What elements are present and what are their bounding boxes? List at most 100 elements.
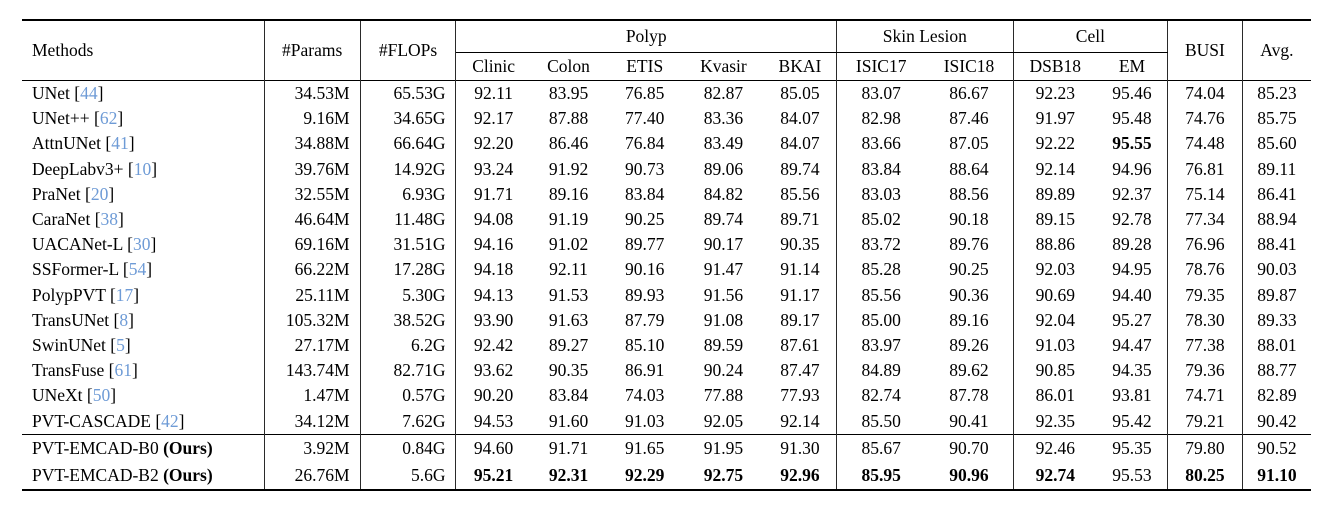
value-cell: 85.23 (1257, 83, 1297, 104)
method-name: AttnUNet (32, 133, 102, 154)
value-cell: 94.53 (473, 410, 514, 431)
method-cell: UNet++ [62] (22, 106, 265, 132)
value-cell: 83.07 (861, 83, 901, 104)
citation-link[interactable]: 50 (92, 385, 111, 406)
citation-link[interactable]: 54 (128, 259, 147, 280)
value-cell: 92.05 (703, 410, 744, 431)
method-cell: UNet [44] (22, 80, 265, 107)
value-cell: 95.42 (1096, 408, 1169, 435)
value-cell: 89.74 (763, 156, 838, 182)
method-name: TransFuse (32, 360, 105, 381)
value-cell: 85.67 (861, 437, 901, 458)
value-cell: 87.78 (925, 383, 1014, 409)
value-cell: 87.88 (548, 108, 589, 129)
column-header-bkai: BKAI (763, 52, 838, 81)
value-cell: 91.19 (548, 209, 589, 230)
value-cell: 74.48 (1167, 131, 1243, 157)
group-header-skin-lesion: Skin Lesion (836, 20, 1014, 53)
citation-link[interactable]: 8 (119, 309, 129, 330)
value-cell: 86.91 (625, 360, 665, 381)
table-row: SwinUNet [5] 27.17M 6.2G 92.42 89.27 85.10 89.… (22, 332, 1311, 359)
value-cell: 92.42 (473, 334, 514, 355)
citation-link[interactable]: 5 (116, 334, 125, 355)
value-cell: 91.30 (763, 434, 838, 462)
table-row: UNet [44] 34.53M 65.53G 92.11 83.95 76.85 82.8… (22, 80, 1311, 107)
value-cell: 89.28 (1096, 232, 1169, 258)
table-row: UACANet-L [30] 69.16M 31.51G 94.16 91.02 89.7… (22, 232, 1311, 258)
citation-link[interactable]: 41 (111, 133, 129, 154)
value-cell: 79.21 (1167, 408, 1243, 435)
citation-link[interactable]: 30 (132, 234, 151, 255)
table-row: UNeXt [50] 1.47M 0.57G 90.20 83.84 74.03 77.88… (22, 383, 1311, 409)
value-cell: 90.17 (703, 234, 744, 255)
value-cell: 34.88M (264, 131, 361, 157)
value-cell: 85.10 (625, 334, 665, 355)
value-cell: 92.74 (1035, 464, 1075, 485)
value-cell: 92.31 (548, 464, 589, 485)
method-cell: UACANet-L [30] (22, 232, 265, 258)
method-cell: PolypPVT [17] (22, 282, 265, 308)
table-row: PraNet [20] 32.55M 6.93G 91.71 89.16 83.84 84.… (22, 181, 1311, 207)
value-cell: 92.20 (473, 133, 514, 154)
value-cell: 92.11 (474, 83, 513, 104)
value-cell: 78.76 (1167, 257, 1243, 283)
value-cell: 83.84 (861, 158, 901, 179)
value-cell: 91.60 (548, 410, 589, 431)
value-cell: 38.52G (360, 307, 457, 333)
value-cell: 91.97 (1035, 108, 1075, 129)
value-cell: 89.27 (548, 334, 589, 355)
value-cell: 91.14 (763, 257, 838, 283)
citation-link[interactable]: 38 (100, 209, 119, 230)
value-cell: 66.22M (264, 257, 361, 283)
value-cell: 32.55M (264, 181, 361, 207)
value-cell: 92.46 (1035, 437, 1075, 458)
value-cell: 95.53 (1096, 461, 1169, 490)
value-cell: 82.74 (861, 385, 901, 406)
value-cell: 91.95 (703, 437, 744, 458)
value-cell: 5.6G (360, 461, 457, 490)
citation-link[interactable]: 10 (133, 158, 152, 179)
citation-link[interactable]: 61 (114, 360, 133, 381)
value-cell: 95.21 (473, 464, 514, 485)
ours-label: (Ours) (158, 437, 213, 458)
value-cell: 89.33 (1257, 309, 1297, 330)
value-cell: 94.96 (1096, 156, 1169, 182)
value-cell: 86.67 (925, 80, 1014, 107)
value-cell: 89.59 (703, 334, 744, 355)
value-cell: 76.96 (1167, 232, 1243, 258)
citation-link[interactable]: 17 (115, 284, 134, 305)
value-cell: 87.79 (625, 309, 665, 330)
citation-link[interactable]: 62 (99, 108, 118, 129)
value-cell: 74.76 (1167, 106, 1243, 132)
citation-link[interactable]: 20 (90, 183, 109, 204)
value-cell: 143.74M (264, 358, 361, 384)
value-cell: 92.11 (549, 259, 588, 280)
value-cell: 87.05 (925, 131, 1014, 157)
baseline-rows: UNet [44] 34.53M 65.53G 92.11 83.95 76.85 82.8… (22, 80, 1311, 435)
citation-link[interactable]: 42 (161, 410, 179, 431)
value-cell: 65.53G (360, 80, 457, 107)
value-cell: 77.88 (703, 385, 744, 406)
value-cell: 94.18 (473, 259, 514, 280)
value-cell: 95.46 (1096, 80, 1169, 107)
value-cell: 89.11 (1257, 158, 1297, 179)
value-cell: 91.63 (548, 309, 589, 330)
value-cell: 82.71G (360, 358, 457, 384)
method-cell: PraNet [20] (22, 181, 265, 207)
value-cell: 85.95 (861, 464, 901, 485)
value-cell: 92.14 (1035, 158, 1075, 179)
citation-link[interactable]: 44 (80, 83, 98, 104)
value-cell: 90.73 (625, 158, 665, 179)
column-header-methods: Methods (22, 20, 265, 81)
value-cell: 91.03 (1035, 334, 1075, 355)
value-cell: 91.10 (1257, 464, 1297, 485)
value-cell: 90.16 (625, 259, 665, 280)
value-cell: 46.64M (264, 206, 361, 233)
value-cell: 91.92 (548, 158, 589, 179)
method-name: DeepLabv3+ (32, 158, 124, 179)
value-cell: 94.47 (1096, 332, 1169, 359)
table-row: TransUNet [8] 105.32M 38.52G 93.90 91.63 87.7… (22, 307, 1311, 333)
value-cell: 92.78 (1096, 206, 1169, 233)
value-cell: 86.46 (548, 133, 589, 154)
group-header-polyp: Polyp (455, 20, 838, 53)
